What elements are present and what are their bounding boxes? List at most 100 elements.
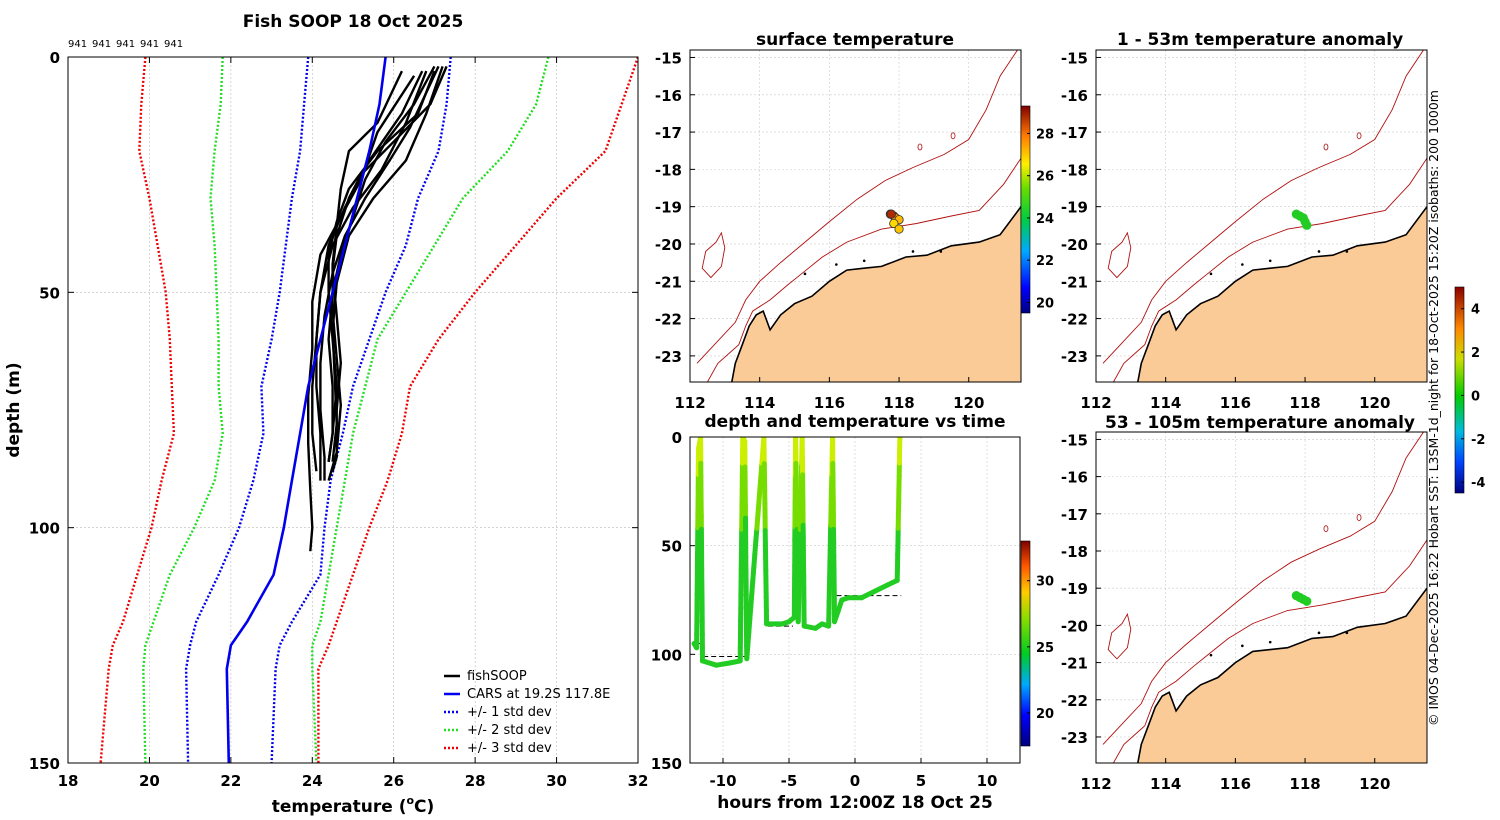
anomaly-colorbar-tick-label: -4 bbox=[1471, 476, 1485, 491]
anom1-island bbox=[1345, 250, 1349, 253]
anomaly-colorbar-tick-label: 4 bbox=[1471, 303, 1480, 318]
profile-std3-high-line bbox=[317, 57, 638, 763]
profile-ytick-label: 50 bbox=[39, 284, 60, 302]
timeseries-ytick-label: 150 bbox=[651, 755, 682, 773]
anom1-small-isobath bbox=[1356, 132, 1362, 140]
timeseries-xtick-label: 5 bbox=[916, 772, 926, 790]
profile-top-label: 941 bbox=[92, 39, 111, 50]
anom2-map-title: 53 - 105m temperature anomaly bbox=[1105, 413, 1415, 433]
anom2-island bbox=[1317, 631, 1321, 635]
anom2-isobath-1000m bbox=[1102, 432, 1424, 745]
anom1-island bbox=[1241, 263, 1244, 266]
anom1-isobath-200m bbox=[1113, 157, 1427, 382]
legend-label-std2: +/- 2 std dev bbox=[467, 723, 552, 738]
profile-legend: fishSOOP CARS at 19.2S 117.8E +/- 1 std … bbox=[444, 669, 610, 756]
profile-std2-low-line bbox=[142, 57, 224, 763]
anom2-map-ytick-label: -18 bbox=[1061, 543, 1088, 561]
anom2-map-body bbox=[1096, 432, 1427, 763]
timeseries-title: depth and temperature vs time bbox=[705, 412, 1006, 432]
anom1-island bbox=[1317, 250, 1321, 253]
profile-top-label: 941 bbox=[164, 39, 183, 50]
anomaly-colorbar-tick-label: 2 bbox=[1471, 346, 1480, 361]
surface-small-isobath bbox=[950, 132, 956, 140]
timeseries-xtick-label: 10 bbox=[977, 772, 998, 790]
anom1-small-isobath bbox=[1323, 143, 1329, 151]
anom2-map-ytick-label: -17 bbox=[1061, 506, 1088, 524]
timeseries-grid bbox=[690, 437, 1020, 763]
anom2-map-ytick-label: -23 bbox=[1061, 729, 1088, 747]
surface-island bbox=[939, 250, 943, 253]
profile-ylabel: depth (m) bbox=[4, 362, 24, 457]
anomaly-colorbar: 4 2 0 -2 -4 bbox=[1454, 286, 1485, 494]
anom1-land bbox=[1137, 206, 1427, 382]
anom2-plateau-isobath bbox=[1107, 612, 1132, 660]
legend-label-std1: +/- 1 std dev bbox=[467, 705, 552, 720]
fishsoop-cast-line bbox=[327, 70, 403, 481]
cars-profile-line bbox=[225, 57, 387, 763]
profile-top-label: 941 bbox=[140, 39, 159, 50]
anom2-island bbox=[1268, 640, 1272, 644]
timeseries-lines bbox=[691, 437, 903, 668]
timeseries-ytick-label: 100 bbox=[651, 646, 682, 664]
anom2-map-frame bbox=[1095, 431, 1428, 764]
anom2-map-xtick-label: 120 bbox=[1359, 775, 1390, 793]
anom2-map-xtick-label: 114 bbox=[1150, 775, 1181, 793]
profile-lines bbox=[99, 57, 638, 763]
surface-island bbox=[862, 259, 866, 263]
anom2-map-ytick-label: -15 bbox=[1061, 431, 1088, 449]
profile-top-label: 941 bbox=[116, 39, 135, 50]
surface-map-xtick-label: 112 bbox=[674, 394, 705, 412]
timeseries-xlabel: hours from 12:00Z 18 Oct 25 bbox=[717, 793, 993, 813]
surface-land bbox=[731, 206, 1021, 382]
profile-axes-box bbox=[67, 56, 639, 764]
anom1-map-ytick-label: -19 bbox=[1061, 199, 1088, 217]
surface-isobath-1000m bbox=[696, 50, 1018, 364]
anomaly-53-105m-map: 53 - 105m temperature anomaly 112 114 116 1… bbox=[1061, 413, 1428, 793]
profile-std1-low-line bbox=[184, 57, 310, 763]
timeseries-xtick-label: -10 bbox=[709, 772, 736, 790]
timeseries-colorbar-bar bbox=[1020, 540, 1031, 747]
surface-colorbar-tick-label: 22 bbox=[1036, 254, 1054, 269]
anom2-small-isobath bbox=[1323, 525, 1329, 533]
surface-data-point bbox=[889, 218, 899, 229]
surface-map-ytick-label: -21 bbox=[655, 273, 682, 291]
profile-xtick-label: 32 bbox=[628, 772, 649, 790]
anom2-small-isobath bbox=[1356, 514, 1362, 521]
profile-std3-low-line bbox=[99, 57, 176, 763]
anom1-map-ytick-label: -18 bbox=[1061, 161, 1088, 179]
profile-xtick-label: 26 bbox=[383, 772, 404, 790]
surface-map-xtick-label: 114 bbox=[744, 394, 775, 412]
surface-map-ytick-label: -20 bbox=[655, 236, 682, 254]
surface-map-xtick-label: 120 bbox=[953, 394, 984, 412]
surface-isobath-200m bbox=[707, 157, 1021, 382]
surface-map-ytick-label: -17 bbox=[655, 124, 682, 142]
anom2-island bbox=[1209, 653, 1213, 657]
anomaly-colorbar-tick-label: 0 bbox=[1471, 389, 1480, 404]
surface-island bbox=[803, 272, 807, 276]
anom2-data-point bbox=[1302, 596, 1312, 606]
profile-xtick-label: 20 bbox=[139, 772, 160, 790]
surface-map-xtick-label: 118 bbox=[883, 394, 914, 412]
surface-data-point bbox=[894, 224, 904, 234]
surface-map-xtick-label: 116 bbox=[814, 394, 845, 412]
profile-ytick-label: 100 bbox=[29, 520, 60, 538]
surface-map-ytick-label: -16 bbox=[655, 87, 682, 105]
profile-xtick-label: 30 bbox=[546, 772, 567, 790]
anom1-map-ytick-label: -16 bbox=[1061, 87, 1088, 105]
surface-small-isobath bbox=[917, 143, 923, 151]
fishsoop-cast-line bbox=[331, 66, 444, 462]
anom1-map-ytick-label: -20 bbox=[1061, 236, 1088, 254]
profile-std1-high-line bbox=[270, 57, 452, 763]
surface-colorbar: 20 22 24 26 28 bbox=[1020, 105, 1054, 314]
anom2-map-xtick-label: 118 bbox=[1289, 775, 1320, 793]
surface-temperature-map: surface temperature 112 114 116 118 120 -15 -1… bbox=[655, 30, 1022, 412]
timeseries-colorbar-tick-label: 25 bbox=[1036, 641, 1054, 656]
legend-label-fishsoop: fishSOOP bbox=[467, 669, 527, 684]
anom1-map-ytick-label: -17 bbox=[1061, 124, 1088, 142]
timeseries-colorbar-tick-label: 20 bbox=[1036, 707, 1054, 722]
anom2-map-xtick-label: 112 bbox=[1080, 775, 1111, 793]
timeseries-xtick-label: 0 bbox=[850, 772, 860, 790]
surface-map-ytick-label: -19 bbox=[655, 199, 682, 217]
profile-std2-high-line bbox=[311, 57, 550, 763]
profile-panel: Fish SOOP 18 Oct 2025 941 941 941 941 941 18… bbox=[4, 12, 648, 817]
